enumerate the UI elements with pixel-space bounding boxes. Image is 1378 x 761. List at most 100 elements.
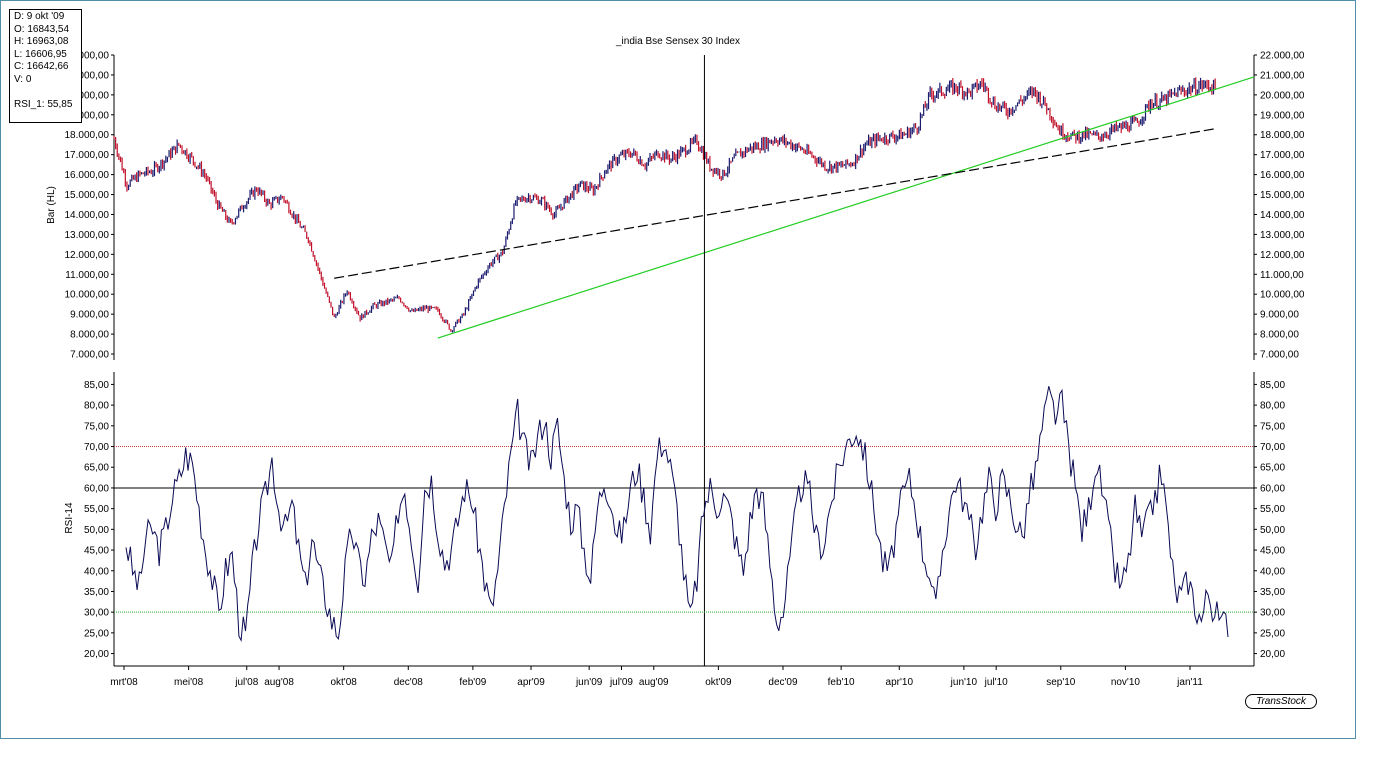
x-tick-label: jun'09 bbox=[575, 677, 603, 688]
price-tick-label-right: 9.000,00 bbox=[1260, 310, 1299, 321]
price-tick-label-right: 21.000,00 bbox=[1260, 70, 1305, 81]
rsi-tick-label-left: 75,00 bbox=[84, 421, 109, 432]
rsi-tick-label-right: 60,00 bbox=[1260, 483, 1285, 494]
info-spacer bbox=[14, 86, 77, 99]
price-tick-label-left: 11.000,00 bbox=[65, 270, 109, 281]
price-tick-label-left: 17.000,00 bbox=[65, 150, 110, 161]
rsi-tick-label-left: 45,00 bbox=[84, 546, 109, 557]
price-tick-label-right: 10.000,00 bbox=[1260, 290, 1305, 301]
price-y-axis-label: Bar (HL) bbox=[46, 186, 57, 224]
price-tick-label-right: 15.000,00 bbox=[1260, 190, 1305, 201]
price-tick-label-right: 8.000,00 bbox=[1260, 330, 1299, 341]
price-panel: 7.000,00 7.000,00 8.000,00 8.000,00 9.000,00… bbox=[65, 51, 1305, 666]
price-tick-label-left: 15.000,00 bbox=[65, 190, 110, 201]
rsi-tick-label-right: 40,00 bbox=[1260, 566, 1285, 577]
price-tick-label-left: 21.000,00 bbox=[65, 70, 110, 81]
price-tick-label-left: 14.000,00 bbox=[65, 210, 110, 221]
price-tick-label-right: 7.000,00 bbox=[1260, 350, 1299, 361]
x-tick-label: feb'10 bbox=[828, 677, 855, 688]
price-tick-label-right: 22.000,00 bbox=[1260, 51, 1305, 62]
transstock-logo: TransStock bbox=[1245, 694, 1317, 709]
x-tick-label: dec'09 bbox=[768, 677, 798, 688]
x-tick-label: jul'09 bbox=[609, 677, 633, 688]
x-tick-label: nov'10 bbox=[1111, 677, 1141, 688]
x-tick-label: okt'08 bbox=[330, 677, 357, 688]
info-date: D: 9 okt '09 bbox=[14, 11, 65, 22]
info-close: C: 16642,66 bbox=[14, 61, 69, 72]
rsi-tick-label-right: 20,00 bbox=[1260, 649, 1285, 660]
x-axis: mrt'08 mei'08 jul'08 aug'08 okt'08 dec'08 feb'… bbox=[110, 665, 1254, 688]
rsi-line bbox=[125, 386, 1229, 643]
rsi-tick-label-left: 35,00 bbox=[84, 587, 109, 598]
trendline-black-dashed bbox=[334, 128, 1216, 279]
rsi-y-axis-label: RSI-14 bbox=[64, 502, 75, 534]
x-tick-label: sep'10 bbox=[1046, 677, 1076, 688]
rsi-tick-label-left: 70,00 bbox=[84, 442, 109, 453]
price-tick-label-left: 19.000,00 bbox=[65, 110, 110, 121]
rsi-tick-label-left: 55,00 bbox=[84, 504, 109, 515]
x-tick-label: dec'08 bbox=[394, 677, 424, 688]
rsi-tick-label-right: 50,00 bbox=[1260, 525, 1285, 536]
rsi-tick-label-right: 25,00 bbox=[1260, 628, 1285, 639]
rsi-tick-label-left: 60,00 bbox=[84, 483, 109, 494]
price-tick-label-left: 22.000,00 bbox=[65, 51, 110, 62]
rsi-tick-label-right: 30,00 bbox=[1260, 608, 1285, 619]
chart-window-frame bbox=[0, 0, 1356, 739]
x-tick-label: okt'09 bbox=[705, 677, 732, 688]
price-tick-label-right: 17.000,00 bbox=[1260, 150, 1305, 161]
rsi-tick-label-right: 35,00 bbox=[1260, 587, 1285, 598]
rsi-tick-label-right: 55,00 bbox=[1260, 504, 1285, 515]
x-tick-label: jul'08 bbox=[234, 677, 258, 688]
price-tick-label-left: 9.000,00 bbox=[70, 310, 109, 321]
price-tick-label-right: 11.000,00 bbox=[1260, 270, 1304, 281]
rsi-tick-label-right: 70,00 bbox=[1260, 442, 1285, 453]
price-tick-label-right: 19.000,00 bbox=[1260, 110, 1305, 121]
x-tick-label: aug'09 bbox=[639, 677, 669, 688]
rsi-tick-label-right: 45,00 bbox=[1260, 546, 1285, 557]
price-tick-label-left: 13.000,00 bbox=[65, 230, 110, 241]
price-tick-label-left: 18.000,00 bbox=[65, 130, 110, 141]
price-tick-label-right: 18.000,00 bbox=[1260, 130, 1305, 141]
x-tick-label: apr'09 bbox=[517, 677, 545, 688]
x-tick-label: jan'11 bbox=[1176, 677, 1203, 688]
price-tick-label-right: 20.000,00 bbox=[1260, 90, 1305, 101]
x-tick-label: mei'08 bbox=[174, 677, 204, 688]
info-open: O: 16843,54 bbox=[14, 23, 70, 35]
x-tick-label: apr'10 bbox=[886, 677, 914, 688]
x-tick-label: aug'08 bbox=[264, 677, 294, 688]
price-tick-label-left: 7.000,00 bbox=[70, 350, 109, 361]
chart-canvas: _india Bse Sensex 30 Index Bar (HL) RSI-… bbox=[46, 36, 1305, 688]
x-tick-label: mrt'08 bbox=[110, 677, 138, 688]
rsi-tick-label-left: 30,00 bbox=[84, 608, 109, 619]
rsi-tick-label-left: 20,00 bbox=[84, 649, 109, 660]
info-rsi: RSI_1: 55,85 bbox=[14, 98, 73, 110]
rsi-tick-label-left: 65,00 bbox=[84, 463, 109, 474]
price-tick-label-left: 12.000,00 bbox=[65, 250, 110, 261]
rsi-tick-label-left: 80,00 bbox=[84, 401, 109, 412]
rsi-tick-label-left: 50,00 bbox=[84, 525, 109, 536]
rsi-tick-label-right: 80,00 bbox=[1260, 401, 1285, 412]
rsi-tick-label-left: 85,00 bbox=[84, 380, 109, 391]
x-tick-label: feb'09 bbox=[459, 677, 486, 688]
price-tick-label-right: 12.000,00 bbox=[1260, 250, 1305, 261]
price-tick-label-left: 8.000,00 bbox=[70, 330, 109, 341]
info-low: L: 16606,95 bbox=[14, 48, 67, 60]
trendline-green bbox=[437, 76, 1255, 339]
price-tick-label-left: 16.000,00 bbox=[65, 170, 110, 181]
price-tick-label-right: 16.000,00 bbox=[1260, 170, 1305, 181]
rsi-tick-label-right: 65,00 bbox=[1260, 463, 1285, 474]
chart-title: _india Bse Sensex 30 Index bbox=[615, 36, 740, 47]
x-tick-label: jul'10 bbox=[984, 677, 1008, 688]
rsi-tick-label-right: 85,00 bbox=[1260, 380, 1285, 391]
rsi-panel: 20,00 20,00 25,00 25,00 30,00 30,00 35,00 35,00… bbox=[84, 372, 1285, 666]
price-tick-label-left: 20.000,00 bbox=[65, 90, 110, 101]
rsi-tick-label-right: 75,00 bbox=[1260, 421, 1285, 432]
rsi-tick-label-left: 40,00 bbox=[84, 566, 109, 577]
x-tick-label: jun'10 bbox=[950, 677, 978, 688]
price-tick-label-right: 14.000,00 bbox=[1260, 210, 1305, 221]
rsi-tick-label-left: 25,00 bbox=[84, 628, 109, 639]
ohlc-info-box: D: 9 okt '09 O: 16843,54 H: 16963,08 L: … bbox=[9, 9, 82, 123]
price-tick-label-right: 13.000,00 bbox=[1260, 230, 1305, 241]
info-volume: V: 0 bbox=[14, 73, 32, 85]
info-high: H: 16963,08 bbox=[14, 36, 69, 47]
